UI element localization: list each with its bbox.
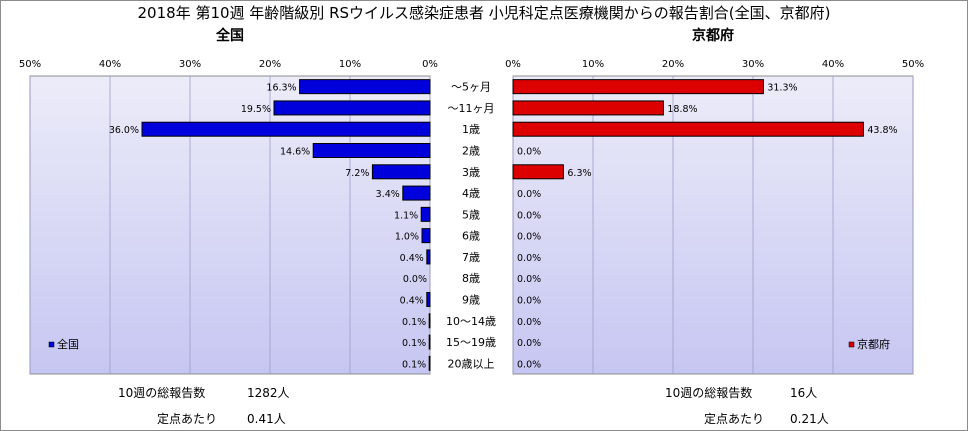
kyoto-tick-label: 30% bbox=[742, 59, 764, 70]
kyoto-total-value: 16人 bbox=[790, 386, 818, 400]
kyoto-data-label: 0.0% bbox=[517, 338, 541, 349]
category-label: 5歳 bbox=[462, 208, 480, 221]
national-data-label: 14.6% bbox=[280, 147, 310, 158]
kyoto-data-label: 0.0% bbox=[517, 317, 541, 328]
category-label: 〜11ヶ月 bbox=[448, 102, 495, 115]
kyoto-panel-title: 京都府 bbox=[692, 27, 734, 44]
national-tick-label: 20% bbox=[259, 59, 281, 70]
kyoto-data-label: 0.0% bbox=[517, 189, 541, 200]
kyoto-data-label: 0.0% bbox=[517, 210, 541, 221]
national-plot-area bbox=[29, 75, 431, 375]
national-bar bbox=[421, 228, 431, 244]
national-tick-label: 50% bbox=[19, 59, 41, 70]
kyoto-panel: 0% 10% 20% 30% 40% 50% 京都府 31.3% 18.8% 43.8% 0.0% 6… bbox=[505, 27, 924, 375]
kyoto-bar bbox=[512, 121, 864, 137]
national-per-value: 0.41人 bbox=[247, 412, 286, 426]
kyoto-legend-swatch bbox=[848, 341, 855, 348]
national-bar bbox=[428, 313, 431, 329]
category-label: 2歳 bbox=[462, 145, 480, 158]
national-bar bbox=[426, 249, 431, 265]
category-label: 4歳 bbox=[462, 187, 480, 200]
kyoto-bar bbox=[512, 79, 764, 95]
kyoto-per-value: 0.21人 bbox=[790, 412, 829, 426]
kyoto-data-label: 6.3% bbox=[567, 168, 591, 179]
category-label: 〜5ヶ月 bbox=[451, 81, 491, 94]
chart-title: 2018年 第10週 年齢階級別 RSウイルス感染症患者 小児科定点医療機関から… bbox=[138, 4, 831, 22]
national-total-label: 10週の総報告数 bbox=[118, 386, 206, 400]
category-labels: 〜5ヶ月〜11ヶ月 1歳 2歳 3歳 4歳 5歳 6歳 7歳 8歳 9歳 10〜14歳 15〜19歳 2… bbox=[446, 81, 496, 371]
kyoto-data-label: 43.8% bbox=[867, 125, 897, 136]
category-label: 1歳 bbox=[462, 123, 480, 136]
kyoto-tick-label: 20% bbox=[662, 59, 684, 70]
kyoto-tick-label: 0% bbox=[505, 59, 521, 70]
kyoto-bar bbox=[512, 164, 564, 180]
kyoto-data-label: 0.0% bbox=[517, 359, 541, 370]
kyoto-plot-area bbox=[512, 75, 914, 375]
national-data-label: 1.1% bbox=[394, 210, 418, 221]
national-data-label: 0.0% bbox=[403, 274, 427, 285]
kyoto-data-label: 31.3% bbox=[767, 83, 797, 94]
national-data-label: 0.1% bbox=[402, 359, 426, 370]
national-bar bbox=[428, 355, 431, 371]
kyoto-data-label: 0.0% bbox=[517, 274, 541, 285]
national-legend-swatch bbox=[48, 341, 55, 348]
kyoto-tick-label: 10% bbox=[582, 59, 604, 70]
kyoto-data-label: 0.0% bbox=[517, 296, 541, 307]
category-label: 7歳 bbox=[462, 251, 480, 264]
national-data-label: 0.1% bbox=[402, 338, 426, 349]
kyoto-data-label: 0.0% bbox=[517, 253, 541, 264]
national-bar bbox=[420, 206, 431, 222]
category-label: 20歳以上 bbox=[448, 357, 495, 370]
kyoto-data-label: 0.0% bbox=[517, 232, 541, 243]
national-panel: 50% 40% 30% 20% 10% 0% 全国 16.3% 19.5% 36.0% 14.6% 7… bbox=[19, 27, 438, 375]
kyoto-total-label: 10週の総報告数 bbox=[665, 386, 753, 400]
national-bar bbox=[428, 334, 431, 350]
national-bar bbox=[141, 121, 431, 137]
national-bar bbox=[312, 143, 431, 158]
national-legend-label: 全国 bbox=[57, 337, 79, 351]
national-data-label: 7.2% bbox=[345, 168, 369, 179]
national-data-label: 16.3% bbox=[266, 83, 296, 94]
kyoto-legend-label: 京都府 bbox=[857, 337, 890, 351]
national-tick-label: 30% bbox=[179, 59, 201, 70]
category-label: 3歳 bbox=[462, 166, 480, 179]
national-bar bbox=[273, 100, 431, 116]
national-bar bbox=[402, 185, 431, 201]
national-bar bbox=[299, 79, 431, 95]
national-per-label: 定点あたり bbox=[157, 412, 218, 426]
national-bar bbox=[426, 292, 431, 307]
kyoto-per-label: 定点あたり bbox=[704, 412, 765, 426]
category-label: 9歳 bbox=[462, 294, 480, 307]
kyoto-data-label: 0.0% bbox=[517, 147, 541, 158]
national-tick-label: 0% bbox=[422, 59, 438, 70]
category-label: 15〜19歳 bbox=[446, 336, 496, 349]
national-data-label: 0.4% bbox=[400, 296, 424, 307]
kyoto-data-label: 18.8% bbox=[667, 104, 697, 115]
category-label: 10〜14歳 bbox=[446, 315, 496, 328]
national-data-label: 1.0% bbox=[395, 232, 419, 243]
national-bar bbox=[371, 164, 431, 180]
category-label: 8歳 bbox=[462, 272, 480, 285]
national-tick-label: 40% bbox=[99, 59, 121, 70]
kyoto-tick-label: 40% bbox=[822, 59, 844, 70]
national-data-label: 3.4% bbox=[376, 189, 400, 200]
national-tick-label: 10% bbox=[339, 59, 361, 70]
national-data-label: 0.4% bbox=[400, 253, 424, 264]
category-label: 6歳 bbox=[462, 230, 480, 243]
national-data-label: 0.1% bbox=[402, 317, 426, 328]
national-panel-title: 全国 bbox=[215, 27, 244, 44]
kyoto-tick-label: 50% bbox=[902, 59, 924, 70]
national-data-label: 19.5% bbox=[241, 104, 271, 115]
national-data-label: 36.0% bbox=[109, 125, 139, 136]
kyoto-bar bbox=[512, 100, 664, 116]
national-total-value: 1282人 bbox=[247, 386, 290, 400]
